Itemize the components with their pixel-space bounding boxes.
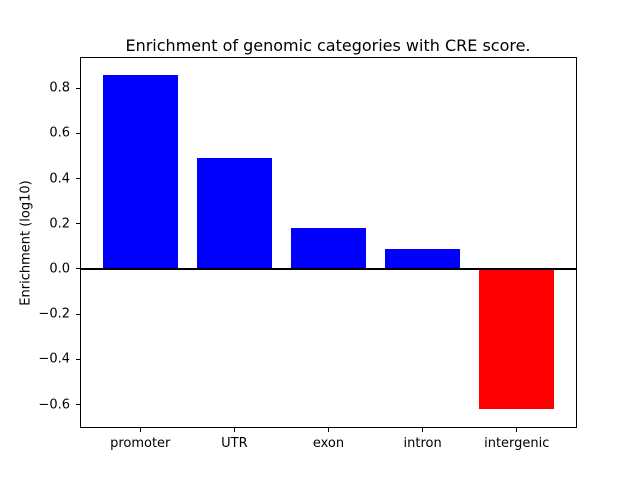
bar-intergenic xyxy=(479,268,555,409)
y-tick xyxy=(76,313,80,315)
y-tick xyxy=(76,404,80,405)
y-axis-label: Enrichment (log10) xyxy=(18,180,34,306)
x-tick xyxy=(233,428,235,432)
y-tick-label: 0.2 xyxy=(49,216,70,232)
y-tick-label: 0.6 xyxy=(49,125,70,141)
chart-title: Enrichment of genomic categories with CR… xyxy=(125,36,531,55)
y-tick-label: 0.4 xyxy=(49,171,70,187)
x-tick xyxy=(328,428,329,432)
y-tick-label: 0.8 xyxy=(49,80,70,96)
x-tick xyxy=(516,428,518,432)
x-tick-label-promoter: promoter xyxy=(110,436,171,451)
x-tick-label-intron: intron xyxy=(403,436,442,451)
bar-UTR xyxy=(196,158,273,269)
x-tick-label-exon: exon xyxy=(312,436,345,451)
y-tick-label: −0.4 xyxy=(38,351,70,367)
bar-promoter xyxy=(102,74,178,269)
y-tick xyxy=(76,358,80,360)
y-tick xyxy=(76,132,80,134)
plot-area xyxy=(80,57,577,428)
y-tick-label: 0.0 xyxy=(49,261,70,277)
y-tick xyxy=(76,223,80,225)
y-tick xyxy=(76,87,80,89)
y-tick xyxy=(76,268,80,270)
zero-line xyxy=(80,267,577,270)
bar-exon xyxy=(290,228,367,269)
x-tick-label-UTR: UTR xyxy=(221,436,248,451)
y-tick xyxy=(76,178,80,180)
y-tick-label: −0.2 xyxy=(38,306,70,322)
y-tick-label: −0.6 xyxy=(38,397,70,412)
x-tick xyxy=(139,428,141,432)
bar-intron xyxy=(384,248,461,269)
x-tick xyxy=(422,428,424,432)
x-tick-label-intergenic: intergenic xyxy=(484,436,550,451)
